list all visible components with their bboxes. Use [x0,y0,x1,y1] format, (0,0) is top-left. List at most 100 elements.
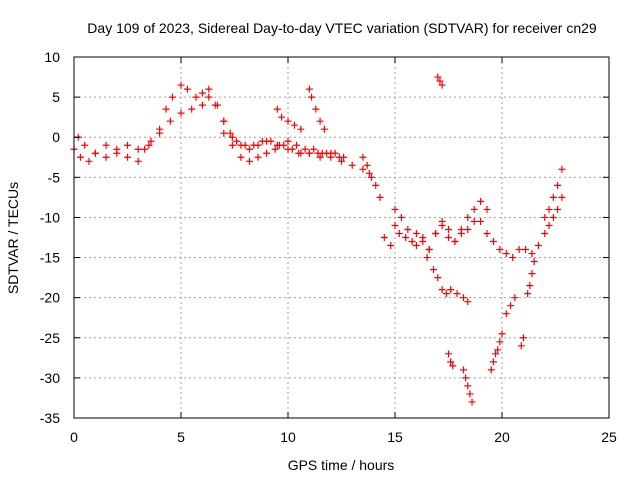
series-track-d [273,85,328,133]
data-point [445,234,452,241]
data-point [558,193,566,201]
data-point [263,149,271,157]
data-point [408,238,416,246]
data-point [477,197,485,205]
data-point [489,238,497,246]
data-point [156,129,164,137]
data-point [188,105,196,113]
data-point [308,93,316,101]
data-point [177,109,185,117]
data-point [459,366,467,374]
data-point [442,290,450,298]
data-point [305,149,313,157]
data-point [198,89,206,97]
data-point [278,113,286,121]
data-point [524,290,532,298]
data-point [464,298,472,306]
series-track-k [459,366,476,406]
data-point [558,165,566,173]
data-point [301,145,309,153]
data-point [205,85,213,93]
data-point [530,258,538,266]
data-point [522,246,530,254]
data-point [468,398,476,406]
data-point [470,205,478,213]
series-track-i [434,73,446,89]
data-point [254,153,262,161]
data-point [250,141,258,149]
data-point [331,149,339,157]
data-point [528,270,536,278]
data-point [534,242,542,250]
data-point [102,141,110,149]
chart-title: Day 109 of 2023, Sidereal Day-to-day VTE… [87,20,597,36]
data-point [511,294,519,302]
data-point [312,105,320,113]
data-point [134,145,142,153]
data-point [502,310,510,318]
data-point [541,229,549,237]
data-point [290,121,298,129]
data-point [453,290,461,298]
x-axis-label: GPS time / hours [288,457,395,473]
series-track-l [487,294,519,374]
data-point [168,93,176,101]
data-point [314,149,322,157]
y-tick-label: -35 [40,410,60,426]
y-tick-label: -20 [40,290,60,306]
data-point [432,229,440,237]
data-point [320,125,328,133]
data-point [273,105,281,113]
data-point [284,117,292,125]
series-track-n [524,258,538,298]
plot-frame [73,56,610,419]
y-tick-label: -25 [40,330,60,346]
y-tick-label: 10 [44,49,60,65]
data-point [483,229,491,237]
data-point [280,141,288,149]
data-point [464,213,472,221]
series-track-j [445,350,457,370]
data-points [70,73,566,406]
grid [74,57,609,418]
data-point [297,149,305,157]
data-point [177,81,185,89]
data-point [494,346,502,354]
data-point [387,242,395,250]
y-tick-label: 5 [52,89,60,105]
data-point [205,93,213,101]
data-point [228,141,236,149]
series-track-h [423,254,472,306]
data-point [365,169,373,177]
data-point [233,137,241,145]
data-point [477,217,485,225]
data-point [76,153,84,161]
data-point [507,302,515,310]
data-point [487,366,495,374]
data-point [316,117,324,125]
y-axis-label: SDTVAR / TECUs [5,182,21,294]
data-point [515,246,523,254]
data-point [147,137,155,145]
data-point [436,77,444,85]
data-point [545,221,553,229]
data-point [338,157,345,165]
data-point [391,205,399,213]
data-point [434,73,442,81]
y-tick-label: -10 [40,209,60,225]
data-point [397,213,405,221]
data-point [445,350,452,358]
data-point [464,225,472,233]
tick-labels: 0 5 10 15 20 25 -35 -30 -25 -20 -15 -10 -5 0 5 10 [40,49,617,445]
data-point [541,213,549,221]
data-point [166,117,174,125]
data-point [502,250,510,258]
data-point [447,286,455,294]
data-point [517,342,525,350]
data-point [237,153,245,161]
data-point [519,334,527,342]
axis-ticks [73,56,610,419]
data-point [554,181,562,189]
